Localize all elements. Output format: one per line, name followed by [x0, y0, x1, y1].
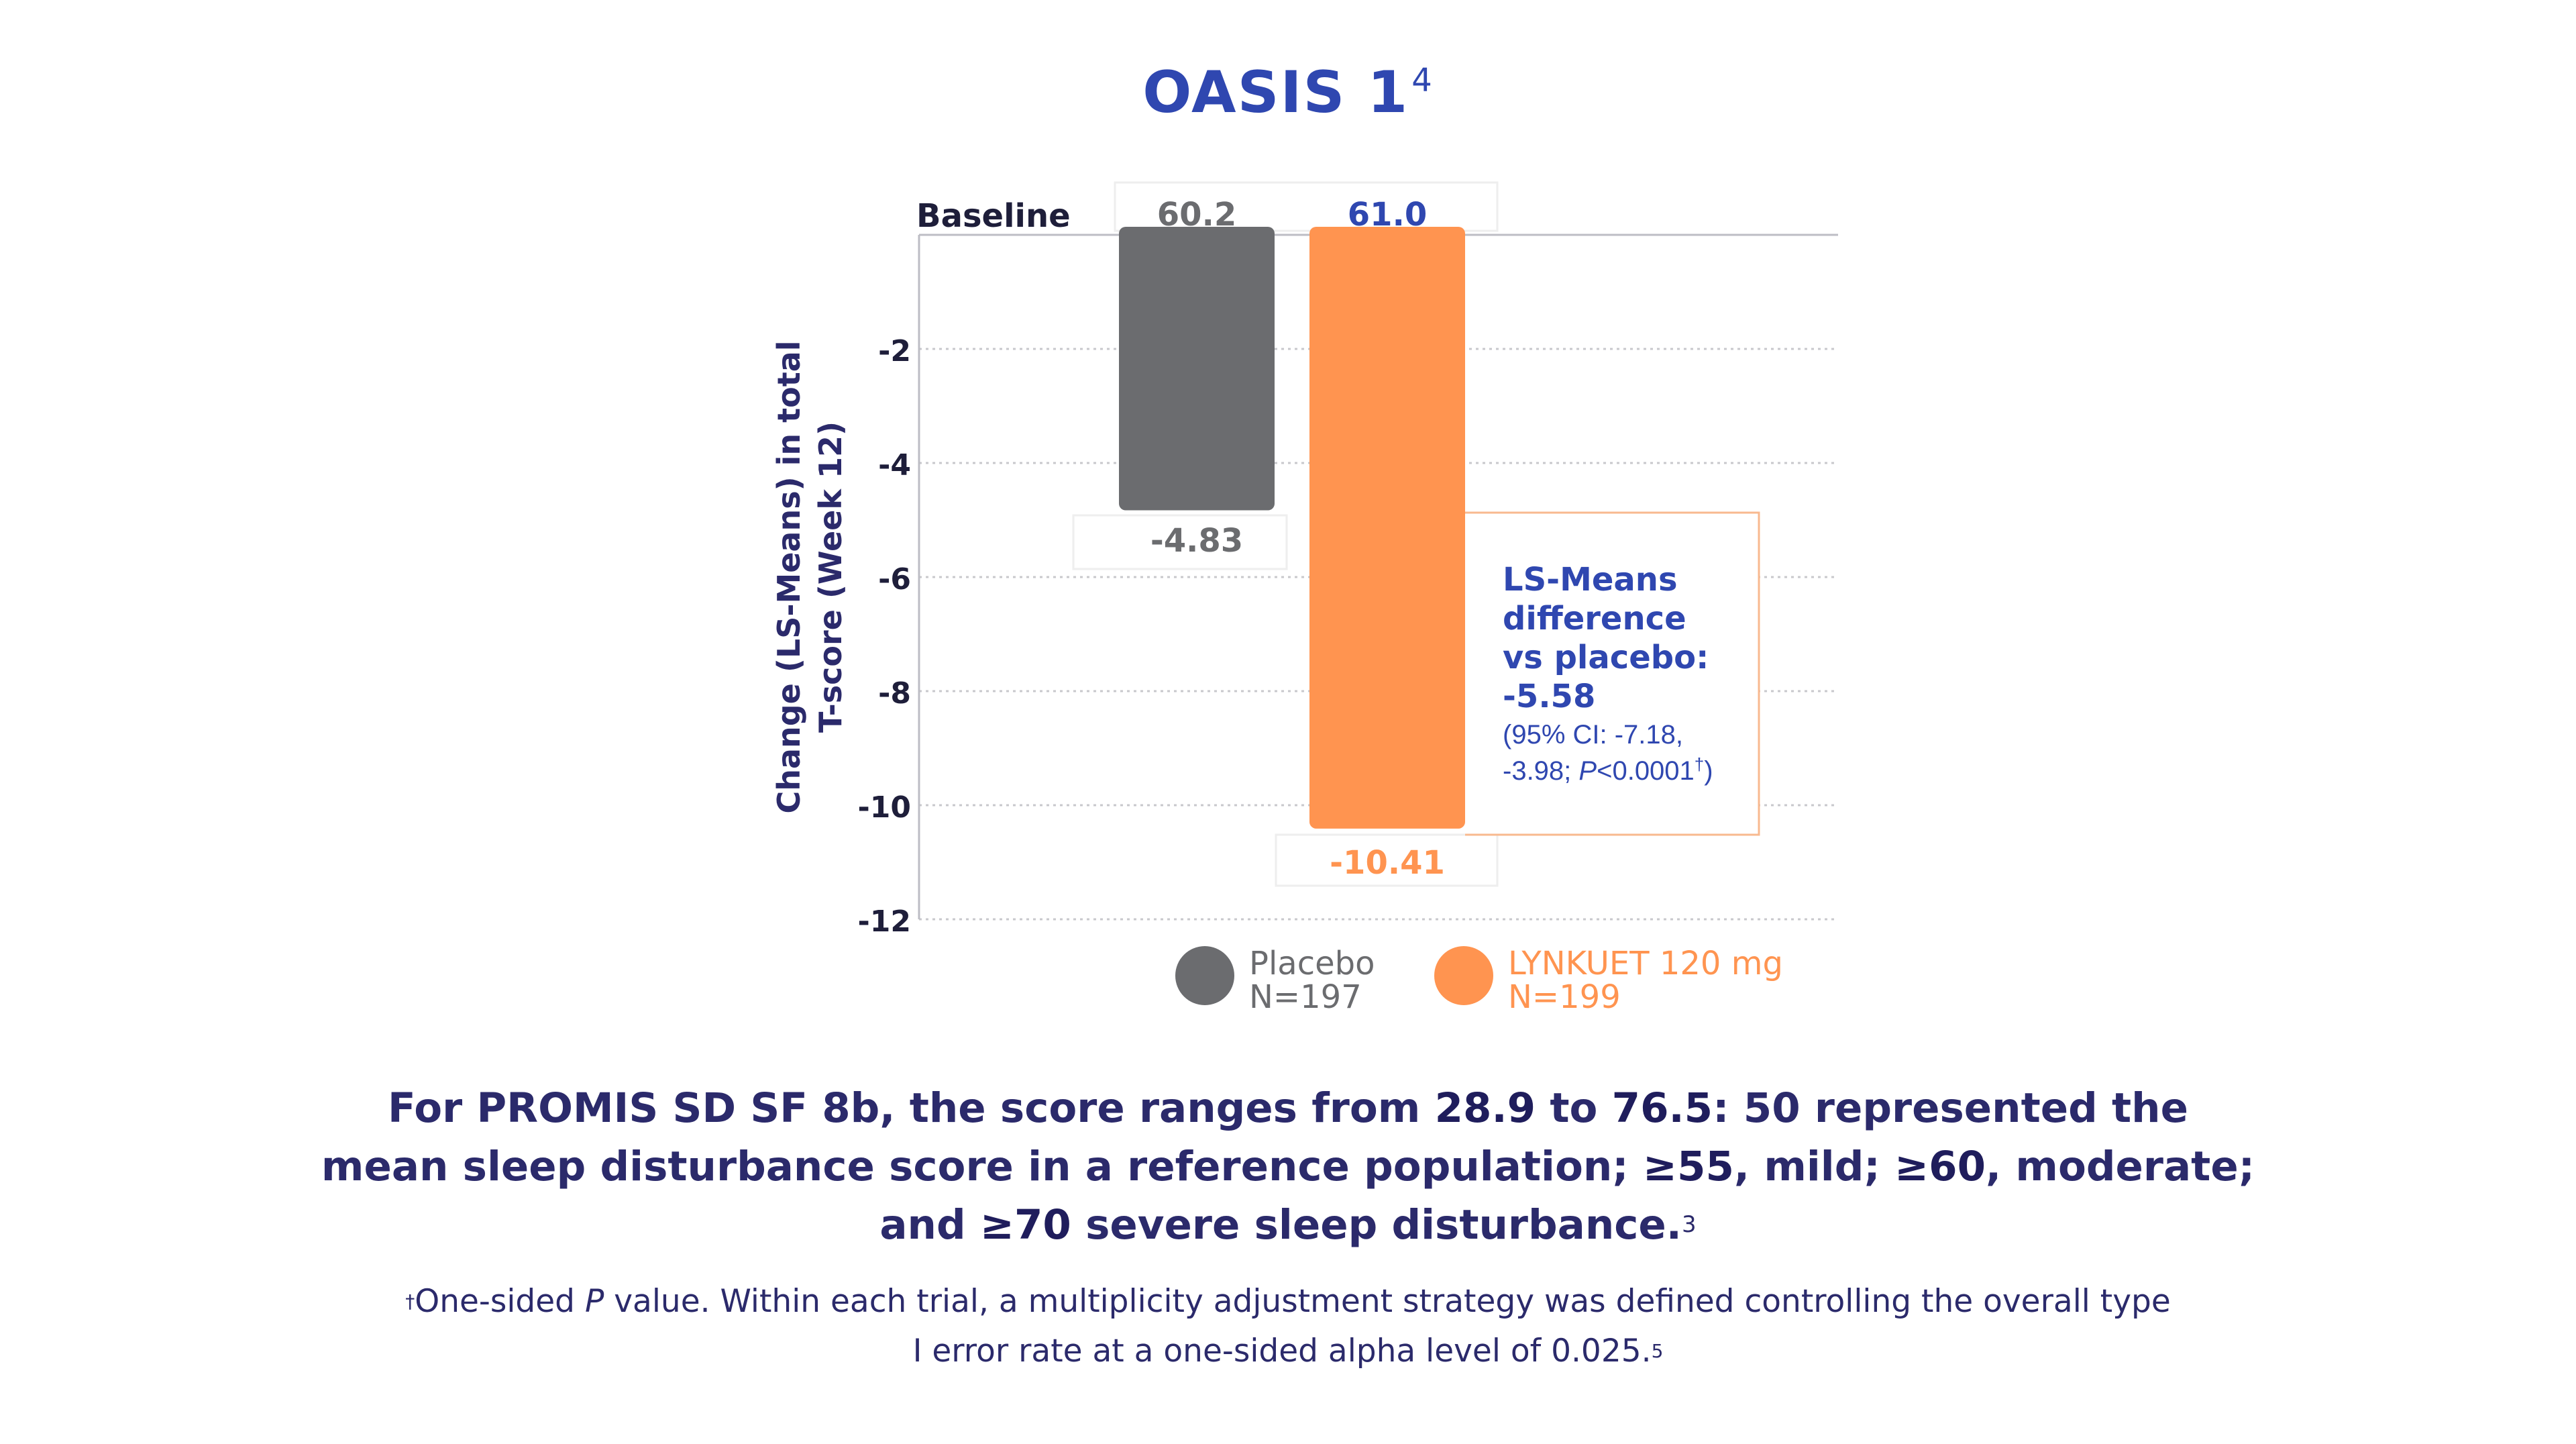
y-tick-label: -4 [878, 448, 911, 482]
footnote-small: †One-sided P value. Within each trial, a… [0, 1277, 2576, 1376]
annotation-detail-2-mark: † [1695, 754, 1704, 774]
y-tick-label: -8 [878, 676, 911, 711]
chart: -2-4-6-8-10-12 Baseline 60.2 61.0 -4.83 … [771, 181, 1838, 1016]
legend-swatch-placebo [1175, 946, 1234, 1005]
legend-n-placebo: N=197 [1249, 978, 1362, 1016]
annotation-detail-2-p: P [1578, 756, 1597, 786]
y-axis-label-line1: Change (LS-Means) in total [771, 340, 807, 813]
footnote-main-bold-4: ≥60 [1894, 1143, 1986, 1190]
footnote-main-text-2: to [1536, 1084, 1612, 1132]
footnote-main-text-3: : 50 represented the [1713, 1084, 2188, 1132]
annotation-box [1465, 511, 1760, 836]
footnote-main-bold-3: ≥55 [1642, 1143, 1734, 1190]
baseline-value-placebo: 60.2 [1157, 196, 1236, 234]
footnote-main-text-4: mean sleep disturbance score in a refere… [321, 1143, 1643, 1190]
legend-n-lynkuet: N=199 [1508, 978, 1621, 1016]
footnote-small-text-1: One-sided [415, 1283, 585, 1320]
chart-title: OASIS 14 [0, 59, 2576, 126]
y-tick-label: -12 [858, 905, 912, 939]
footnote-small-italic-p: P [584, 1283, 604, 1320]
lynkuet-value-box [1275, 833, 1499, 887]
legend-label-lynkuet: LYNKUET 120 mg [1508, 945, 1783, 982]
footnote-small-text-2: value. Within each trial, a multiplicity… [604, 1283, 2171, 1320]
footnote-main-text-6: , moderate; [1986, 1143, 2255, 1190]
annotation-line-4: -5.58 [1503, 678, 1595, 715]
y-tick-label: -6 [878, 562, 911, 597]
footnote-small-text-3: I error rate at a one-sided alpha level … [912, 1333, 1652, 1370]
legend-label-placebo: Placebo [1249, 945, 1375, 982]
baseline-value-box [1114, 181, 1499, 232]
footnote-main-text-5: , mild; [1733, 1143, 1895, 1190]
y-axis-label-line2: T-score (Week 12) [812, 421, 849, 733]
annotation-detail-2: -3.98; P<0.0001†) [1503, 754, 1713, 786]
legend-swatch-lynkuet [1434, 946, 1493, 1005]
y-ticks: -2 -4 -6 -8 -10 -12 [858, 334, 912, 939]
baseline-value-lynkuet: 61.0 [1348, 196, 1427, 234]
placebo-value-box [1072, 514, 1288, 570]
value-label-placebo: -4.83 [1150, 522, 1243, 560]
chart-title-text: OASIS 1 [1142, 59, 1409, 126]
annotation-line-3: vs placebo: [1503, 639, 1709, 676]
footnote-main-text-7: and [879, 1201, 980, 1249]
footnote-small-superscript: 5 [1651, 1340, 1664, 1362]
footnote-main-bold-1: 28.9 [1434, 1084, 1536, 1132]
annotation-detail-1: (95% CI: -7.18, [1503, 720, 1683, 750]
annotation-detail-2-prefix: -3.98; [1503, 756, 1578, 786]
footnote-main-text-1: For PROMIS SD SF 8b, the score ranges fr… [388, 1084, 1435, 1132]
bar-lynkuet [1309, 227, 1465, 829]
y-tick-label: -10 [858, 790, 912, 825]
bar-placebo [1119, 227, 1275, 511]
footnote-main-bold-5: ≥70 [979, 1201, 1071, 1249]
annotation-line-2: difference [1503, 600, 1686, 637]
value-label-lynkuet: -10.41 [1330, 844, 1445, 882]
footnote-small-dagger: † [405, 1290, 415, 1312]
footnote-main: For PROMIS SD SF 8b, the score ranges fr… [0, 1079, 2576, 1254]
footnote-main-bold-2: 76.5 [1611, 1084, 1713, 1132]
annotation-detail-2-suffix: <0.0001 [1597, 756, 1695, 786]
footnote-main-superscript: 3 [1681, 1211, 1697, 1238]
annotation-detail-2-close: ) [1704, 756, 1713, 786]
chart-title-superscript: 4 [1411, 62, 1434, 99]
footnote-main-text-8: severe sleep disturbance. [1071, 1201, 1682, 1249]
annotation-line-1: LS-Means [1503, 561, 1678, 599]
baseline-label: Baseline [916, 197, 1071, 235]
y-tick-label: -2 [878, 334, 911, 368]
